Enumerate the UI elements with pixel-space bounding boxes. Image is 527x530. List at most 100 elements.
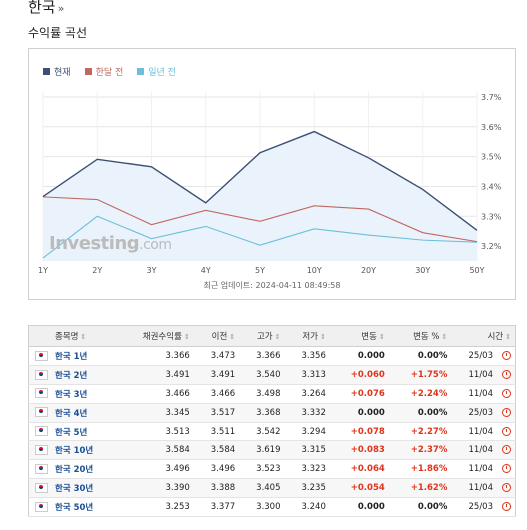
y-tick-label: 3.3% [481,212,502,221]
watermark-suffix: .com [139,237,172,253]
korea-flag-icon [35,464,48,475]
high-cell: 3.405 [239,478,285,499]
page-title-text: 한국 [28,0,56,16]
y-tick-label: 3.6% [481,123,502,132]
legend-item-year-ago[interactable]: 일년 전 [137,65,176,78]
change-cell: +0.083 [329,440,389,461]
bond-name-link[interactable]: 한국 2년 [49,365,117,385]
yield-cell: 3.584 [116,440,194,461]
investing-watermark-logo: Investing.com [49,233,172,254]
col-header-prev[interactable]: 이전 ⇕ [193,325,240,347]
clock-icon [501,407,511,417]
sort-icon: ⇕ [80,333,87,341]
col-header-low[interactable]: 저가 ⇕ [284,325,330,347]
yield-cell: 3.345 [116,403,194,423]
sort-icon: ⇕ [183,333,190,341]
high-cell: 3.542 [239,422,285,442]
table-row[interactable]: 한국 1년 3.366 3.473 3.366 3.356 0.000 0.00% 25/03 [28,346,516,366]
flag-cell [28,422,49,442]
legend-item-month-ago[interactable]: 한달 전 [84,65,124,78]
change-pct-cell: 0.00% [388,346,452,366]
low-cell: 3.323 [284,459,330,480]
x-tick-label: 2Y [92,266,102,275]
clock-cell [497,497,516,518]
page-title[interactable]: 한국» [28,0,64,17]
legend-label-current: 현재 [54,68,71,78]
legend-label-year-ago: 일년 전 [148,68,176,78]
prev-cell: 3.496 [193,459,240,480]
bond-name-link[interactable]: 한국 20년 [49,459,117,480]
legend-swatch-current [43,68,50,75]
yield-cell: 3.390 [116,478,194,499]
change-pct-cell: 0.00% [388,403,452,423]
change-pct-cell: +1.86% [388,459,452,480]
flag-cell [28,459,49,480]
legend-swatch-month-ago [84,68,92,75]
flag-cell [28,478,49,499]
col-header-change-pct-label: 변동 % [413,332,440,342]
korea-flag-icon [35,388,48,399]
col-header-yield[interactable]: 채권수익률 ⇕ [116,325,194,347]
watermark-brand: Investing [49,233,140,254]
table-row[interactable]: 한국 5년 3.513 3.511 3.542 3.294 +0.078 +2.27% 11/… [28,422,516,442]
col-header-low-label: 저가 [302,332,318,342]
table-row[interactable]: 한국 30년 3.390 3.388 3.405 3.235 +0.054 +1.62% 11… [28,478,516,499]
chart-legend: 현재 한달 전 일년 전 [43,65,176,78]
yield-cell: 3.253 [116,497,194,518]
sort-icon: ⇕ [505,333,511,341]
time-cell: 11/04 [451,422,497,442]
clock-cell [497,365,516,385]
col-header-change-pct[interactable]: 변동 % ⇕ [388,325,452,347]
series-area-current [43,131,477,261]
table-row[interactable]: 한국 50년 3.253 3.377 3.300 3.240 0.000 0.00% 25/0… [28,497,516,518]
high-cell: 3.540 [239,365,285,385]
bond-name-link[interactable]: 한국 1년 [49,346,117,366]
prev-cell: 3.491 [193,365,240,385]
low-cell: 3.235 [284,478,330,499]
flag-cell [28,497,49,518]
col-header-change[interactable]: 변동 ⇕ [329,325,389,347]
col-header-name[interactable]: 종목명 ⇕ [28,325,117,347]
sort-icon: ⇕ [378,333,385,341]
yield-cell: 3.491 [116,365,194,385]
table-row[interactable]: 한국 2년 3.491 3.491 3.540 3.313 +0.060 +1.75% 11/… [28,365,516,385]
table-header-row: 종목명 ⇕ 채권수익률 ⇕ 이전 ⇕ 고가 ⇕ 저가 ⇕ 변동 ⇕ 변동 % ⇕ 시간 ⇕ [28,325,516,347]
bond-name-link[interactable]: 한국 30년 [49,478,117,499]
legend-item-current[interactable]: 현재 [43,65,71,78]
col-header-time[interactable]: 시간 ⇕ [451,325,516,347]
low-cell: 3.264 [284,384,330,404]
clock-icon [501,483,511,493]
bond-name-link[interactable]: 한국 4년 [49,403,117,423]
low-cell: 3.240 [284,497,330,518]
clock-icon [501,426,511,436]
korea-flag-icon [35,426,48,437]
time-cell: 11/04 [451,478,497,499]
legend-label-month-ago: 한달 전 [95,68,124,78]
bond-name-link[interactable]: 한국 3년 [49,384,117,404]
y-tick-label: 3.4% [481,182,502,191]
clock-cell [497,384,516,404]
korea-flag-icon [35,350,48,361]
x-tick-label: 50Y [469,266,484,275]
bond-name-link[interactable]: 한국 5년 [49,422,117,442]
yield-curve-chart: 현재 한달 전 일년 전 3.2% 3.3% 3.4% 3.5% 3.6% 3.7% 1Y 2… [28,48,516,300]
col-header-high[interactable]: 고가 ⇕ [239,325,285,347]
table-row[interactable]: 한국 20년 3.496 3.496 3.523 3.323 +0.064 +1.86% 11… [28,459,516,480]
table-row[interactable]: 한국 3년 3.466 3.466 3.498 3.264 +0.076 +2.24% 11/… [28,384,516,404]
change-pct-cell: +2.27% [388,422,452,442]
title-arrow-icon: » [57,2,65,15]
high-cell: 3.366 [239,346,285,366]
korea-flag-icon [35,501,48,512]
bond-name-link[interactable]: 한국 50년 [49,497,117,518]
x-tick-label: 10Y [307,266,322,275]
table-row[interactable]: 한국 10년 3.584 3.584 3.619 3.315 +0.083 +2.37% 11… [28,440,516,461]
prev-cell: 3.473 [193,346,240,366]
table-row[interactable]: 한국 4년 3.345 3.517 3.368 3.332 0.000 0.00% 25/03 [28,403,516,423]
high-cell: 3.619 [239,440,285,461]
korea-flag-icon [35,369,48,380]
col-header-prev-label: 이전 [211,332,228,342]
bond-name-link[interactable]: 한국 10년 [49,440,117,461]
flag-cell [28,403,49,423]
clock-cell [497,422,516,442]
change-pct-cell: +1.62% [388,478,452,499]
